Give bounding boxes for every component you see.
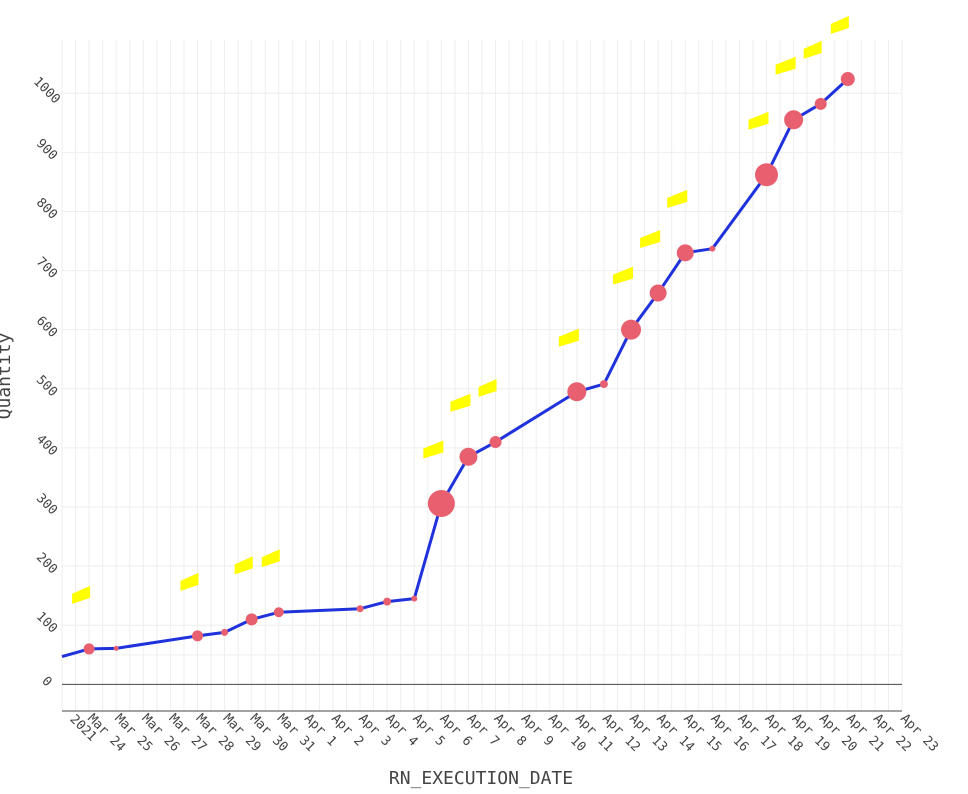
point-highlight-label [775, 56, 796, 75]
y-tick-label: 0 [38, 674, 54, 690]
point-highlight-label [803, 40, 822, 59]
data-point [411, 595, 418, 602]
y-tick-label: 700 [33, 254, 60, 281]
data-point [221, 628, 229, 636]
grid-lines [61, 40, 903, 711]
x-tick-label: Mar 242021 [67, 703, 129, 765]
point-highlight-label [640, 230, 661, 249]
y-axis-title: Quantity [0, 332, 15, 419]
y-tick-label: 300 [33, 491, 60, 518]
data-point [273, 607, 284, 618]
y-tick-label: 800 [33, 195, 60, 222]
point-highlight-label [423, 440, 444, 459]
point-highlight-label [558, 328, 579, 347]
data-point [784, 110, 804, 130]
data-point [840, 72, 855, 87]
data-point [383, 597, 392, 606]
y-tick-label: 1000 [30, 74, 63, 107]
y-tick-label: 600 [33, 314, 60, 341]
axes: 0 100 200 300 400 500 600 700 800 900 1000 Mar 2420… [30, 74, 941, 765]
data-point [83, 643, 95, 655]
point-highlight-label [261, 549, 280, 568]
data-point [755, 163, 779, 187]
point-highlight-label [180, 572, 199, 591]
y-tick-label: 100 [33, 609, 60, 636]
data-point [567, 382, 587, 402]
point-highlight-label [830, 16, 849, 35]
data-point [649, 284, 667, 302]
data-point [427, 489, 455, 517]
point-highlight-label [450, 393, 471, 412]
data-point [356, 605, 364, 613]
y-tick-label: 900 [33, 136, 60, 163]
point-highlight-label [748, 111, 769, 130]
data-markers [83, 72, 855, 655]
data-point [676, 244, 694, 262]
data-point [459, 447, 478, 466]
point-highlight-label [234, 556, 253, 575]
data-point [709, 245, 716, 252]
data-point [621, 319, 642, 340]
data-point [814, 97, 827, 110]
point-highlight-label [613, 266, 634, 285]
y-tick-label: 500 [33, 373, 60, 400]
data-point [191, 630, 203, 642]
x-axis-title: RN_EXECUTION_DATE [389, 768, 573, 789]
point-highlight-label [478, 379, 497, 398]
data-point [113, 645, 119, 651]
data-point [599, 380, 608, 389]
highlight-labels [72, 16, 849, 604]
point-highlight-label [667, 189, 688, 208]
data-point [245, 613, 258, 626]
point-highlight-label [72, 585, 91, 604]
data-point [489, 436, 502, 449]
y-tick-label: 200 [33, 550, 60, 577]
y-tick-label: 400 [33, 432, 60, 459]
